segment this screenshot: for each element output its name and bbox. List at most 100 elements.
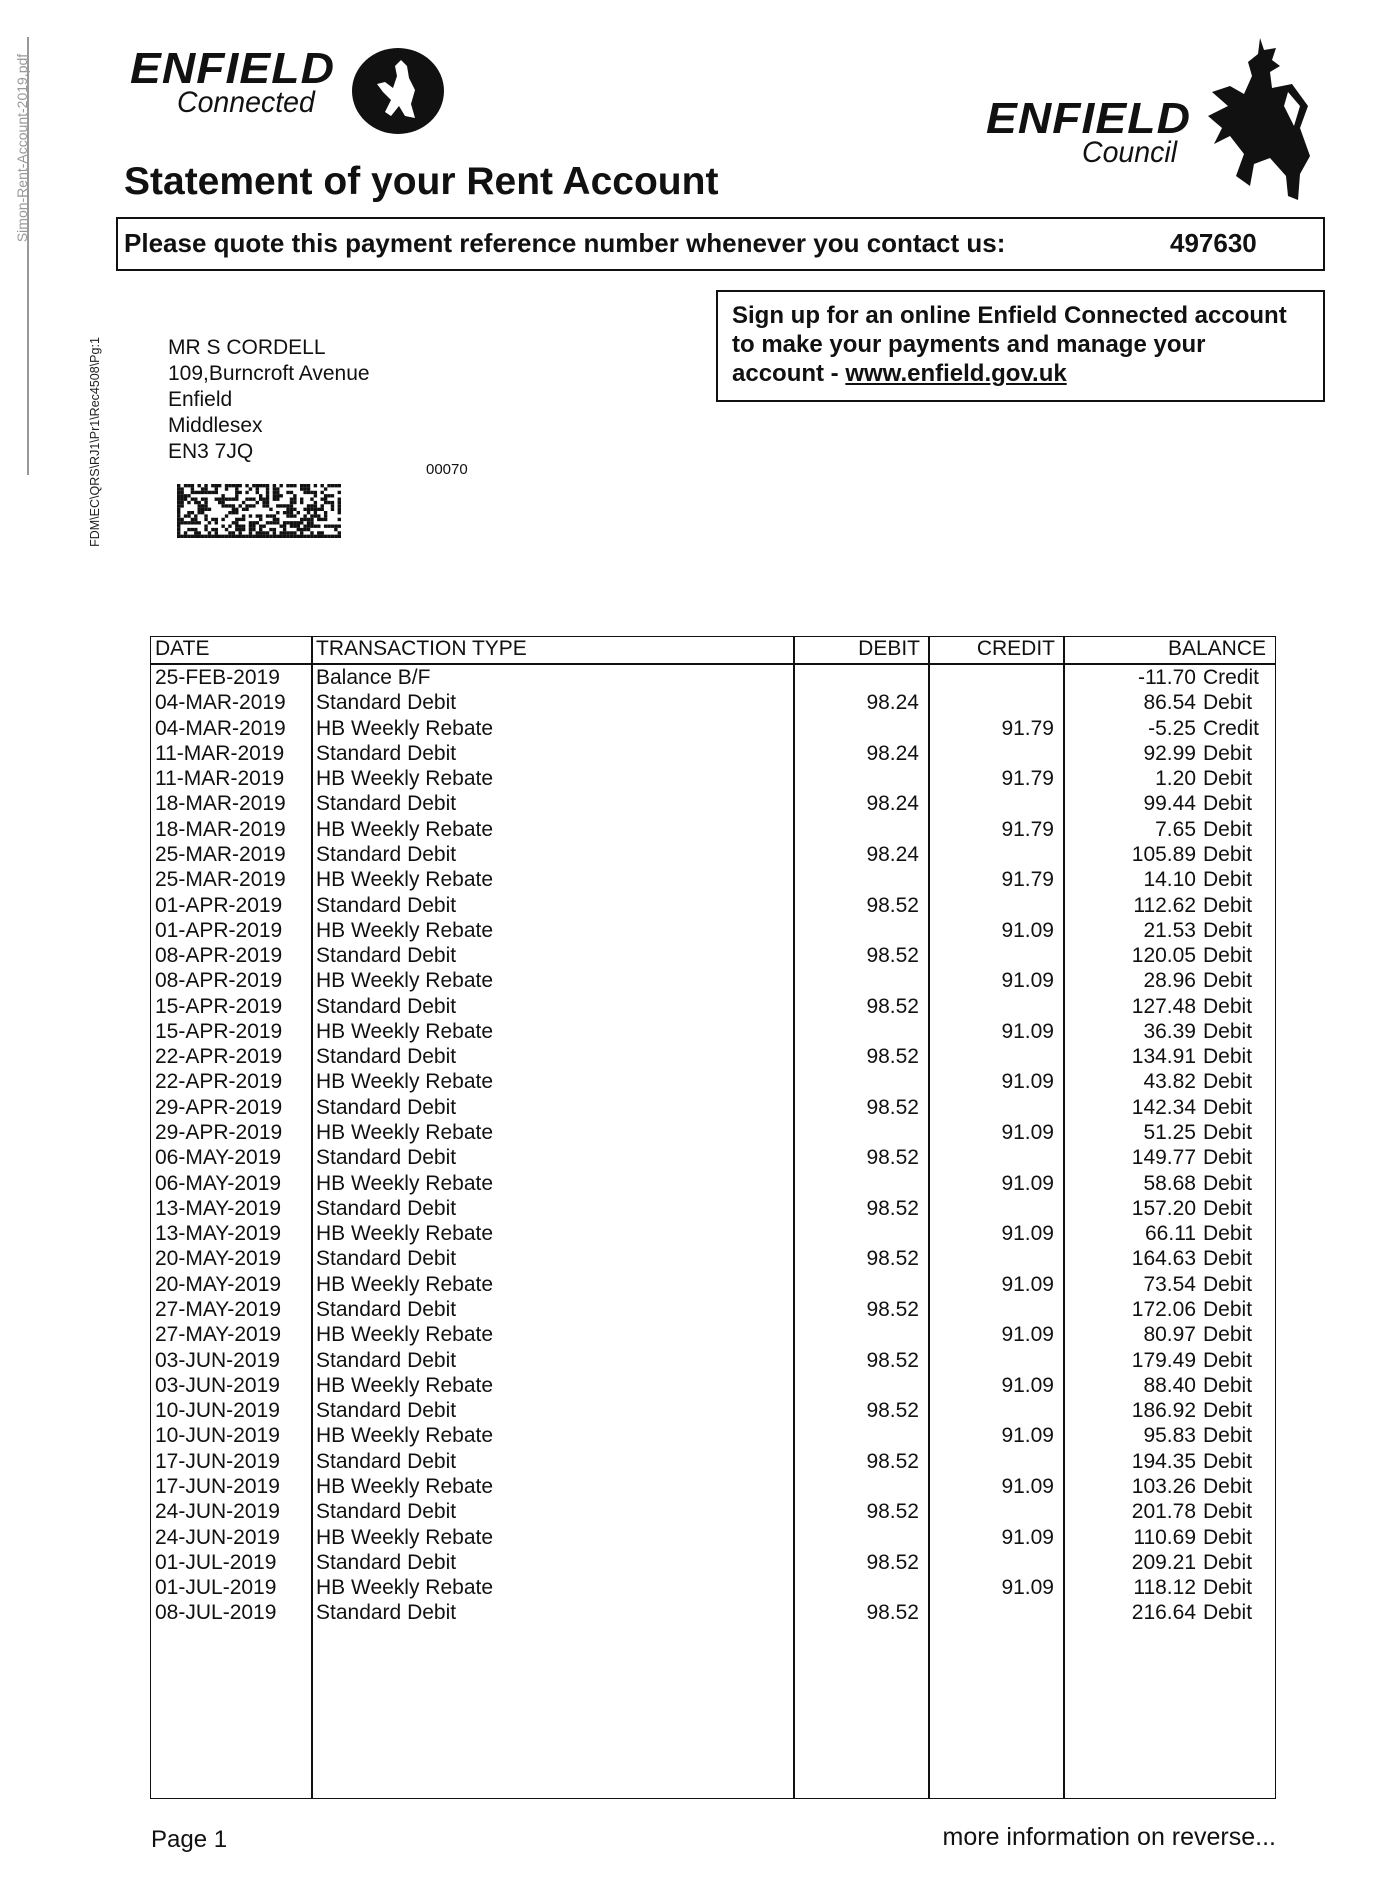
table-row: 20-MAY-2019 HB Weekly Rebate 91.09 73.54 Deb… [150, 1272, 1276, 1297]
header-credit: CREDIT [976, 637, 1055, 660]
cell-debit: 98.24 [866, 792, 919, 816]
connected-logo-brand: ENFIELD [130, 44, 335, 93]
cell-balance-type: Debit [1203, 767, 1253, 791]
cell-date: 11-MAR-2019 [155, 767, 285, 791]
cell-credit: 91.09 [1001, 1576, 1054, 1600]
table-row: 20-MAY-2019 Standard Debit 98.52 164.63 Debi… [150, 1246, 1276, 1271]
cell-credit: 91.09 [1001, 1373, 1054, 1397]
cell-debit: 98.52 [866, 1550, 919, 1574]
table-row: 27-MAY-2019 HB Weekly Rebate 91.09 80.97 Deb… [150, 1322, 1276, 1347]
cell-balance: 105.89 [1131, 842, 1196, 866]
table-row: 22-APR-2019 HB Weekly Rebate 91.09 43.82 Deb… [150, 1069, 1276, 1094]
reference-label: Please quote this payment reference numb… [124, 228, 1006, 258]
cell-credit: 91.09 [1001, 1019, 1054, 1043]
datamatrix-barcode-icon [177, 484, 341, 538]
cell-balance: 172.06 [1131, 1298, 1196, 1321]
table-row: 18-MAR-2019 Standard Debit 98.24 99.44 Debit [150, 791, 1276, 816]
cell-debit: 98.24 [866, 741, 919, 765]
cell-transaction-type: Standard Debit [316, 1146, 457, 1170]
cell-transaction-type: HB Weekly Rebate [316, 1272, 494, 1296]
cell-balance-type: Debit [1203, 1500, 1253, 1524]
cell-balance-type: Debit [1203, 1247, 1253, 1271]
dragon-crest-icon [1208, 38, 1310, 200]
cell-balance: 112.62 [1133, 893, 1196, 917]
cell-balance-type: Debit [1203, 817, 1253, 841]
cell-balance-type: Debit [1203, 1424, 1253, 1448]
cell-balance: 142.34 [1131, 1095, 1196, 1119]
recipient-address: MR S CORDELL 109,Burncroft Avenue Enfiel… [168, 335, 370, 465]
signup-line-1: Sign up for an online Enfield Connected … [732, 302, 1287, 329]
signup-line-3: account - [732, 360, 846, 387]
cell-date: 17-JUN-2019 [155, 1449, 280, 1473]
cell-balance-type: Debit [1203, 691, 1253, 715]
page-title: Statement of your Rent Account [124, 160, 719, 203]
cell-transaction-type: HB Weekly Rebate [316, 1424, 494, 1448]
cell-debit: 98.24 [866, 842, 919, 866]
cell-transaction-type: Standard Debit [316, 1449, 457, 1473]
cell-debit: 98.52 [866, 994, 919, 1018]
cell-balance-type: Debit [1203, 1576, 1253, 1600]
cell-balance: 51.25 [1143, 1121, 1196, 1145]
cell-balance-type: Credit [1203, 716, 1260, 740]
cell-date: 06-MAY-2019 [155, 1146, 282, 1170]
cell-date: 13-MAY-2019 [155, 1196, 282, 1220]
table-row: 08-APR-2019 Standard Debit 98.52 120.05 Debi… [150, 943, 1276, 968]
cell-transaction-type: Standard Debit [316, 1045, 457, 1069]
cell-date: 15-APR-2019 [155, 1019, 283, 1043]
cell-date: 03-JUN-2019 [155, 1373, 280, 1397]
reference-number: 497630 [1170, 228, 1257, 258]
cell-balance: 201.78 [1131, 1500, 1196, 1524]
cell-transaction-type: Standard Debit [316, 1348, 457, 1372]
cell-transaction-type: HB Weekly Rebate [316, 1070, 494, 1094]
cell-balance: -5.25 [1148, 716, 1196, 740]
cell-debit: 98.52 [866, 1298, 919, 1321]
enfield-website-link[interactable]: www.enfield.gov.uk [845, 360, 1067, 387]
cell-debit: 98.52 [866, 1500, 919, 1524]
table-row: 06-MAY-2019 HB Weekly Rebate 91.09 58.68 Deb… [150, 1171, 1276, 1196]
table-row: 17-JUN-2019 HB Weekly Rebate 91.09 103.26 De… [150, 1474, 1276, 1499]
cell-transaction-type: HB Weekly Rebate [316, 1171, 494, 1195]
page-number: Page 1 [151, 1826, 228, 1853]
cell-balance-type: Debit [1203, 792, 1253, 816]
cell-date: 01-JUL-2019 [155, 1576, 277, 1600]
cell-date: 08-APR-2019 [155, 969, 283, 993]
cell-credit: 91.09 [1001, 1272, 1054, 1296]
cell-credit: 91.09 [1001, 1323, 1054, 1347]
cell-date: 24-JUN-2019 [155, 1500, 280, 1524]
cell-date: 04-MAR-2019 [155, 716, 286, 740]
table-row: 18-MAR-2019 HB Weekly Rebate 91.79 7.65 Debi… [150, 817, 1276, 842]
cell-debit: 98.52 [866, 1449, 919, 1473]
cell-date: 25-FEB-2019 [155, 666, 280, 689]
more-info-note: more information on reverse... [942, 1823, 1276, 1851]
header-date: DATE [155, 637, 210, 660]
cell-transaction-type: Standard Debit [316, 741, 457, 765]
cell-date: 17-JUN-2019 [155, 1474, 280, 1498]
cell-date: 06-MAY-2019 [155, 1171, 282, 1195]
cell-balance: -11.70 [1138, 666, 1196, 689]
table-row: 01-JUL-2019 Standard Debit 98.52 209.21 Debi… [150, 1550, 1276, 1575]
cell-balance-type: Debit [1203, 1222, 1253, 1246]
table-row: 04-MAR-2019 Standard Debit 98.24 86.54 Debit [150, 690, 1276, 715]
table-row: 25-FEB-2019 Balance B/F -11.70 Credit [150, 665, 1276, 690]
connected-logo-sub: Connected [177, 86, 315, 119]
cell-date: 20-MAY-2019 [155, 1272, 282, 1296]
payment-reference-box: Please quote this payment reference numb… [116, 217, 1325, 271]
table-row: 24-JUN-2019 HB Weekly Rebate 91.09 110.69 De… [150, 1525, 1276, 1550]
cell-balance: 21.53 [1143, 918, 1196, 942]
cell-transaction-type: Standard Debit [316, 1298, 457, 1321]
cell-balance-type: Debit [1203, 1070, 1253, 1094]
cell-transaction-type: HB Weekly Rebate [316, 1121, 494, 1145]
cell-balance: 95.83 [1143, 1424, 1196, 1448]
cell-balance: 7.65 [1155, 817, 1196, 841]
table-row: 25-MAR-2019 Standard Debit 98.24 105.89 Debi… [150, 842, 1276, 867]
cell-transaction-type: HB Weekly Rebate [316, 767, 494, 791]
cell-transaction-type: HB Weekly Rebate [316, 1222, 494, 1246]
cell-debit: 98.52 [866, 1196, 919, 1220]
signup-line-2: to make your payments and manage your [732, 331, 1206, 358]
cell-transaction-type: Standard Debit [316, 792, 457, 816]
cell-balance-type: Debit [1203, 1348, 1253, 1372]
cell-credit: 91.79 [1001, 767, 1054, 791]
cell-balance: 36.39 [1143, 1019, 1196, 1043]
cell-transaction-type: Balance B/F [316, 666, 431, 689]
cell-transaction-type: HB Weekly Rebate [316, 1323, 494, 1347]
